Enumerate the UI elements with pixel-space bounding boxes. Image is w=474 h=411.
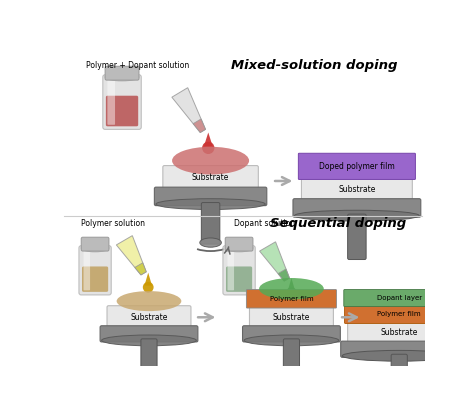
FancyBboxPatch shape: [301, 177, 412, 202]
FancyBboxPatch shape: [283, 339, 300, 373]
Text: Substrate: Substrate: [338, 185, 375, 194]
FancyBboxPatch shape: [293, 199, 421, 217]
Text: Doped polymer film: Doped polymer film: [319, 162, 395, 171]
FancyBboxPatch shape: [107, 306, 191, 329]
Polygon shape: [260, 242, 290, 281]
Ellipse shape: [117, 291, 182, 311]
Ellipse shape: [156, 199, 265, 210]
Ellipse shape: [101, 335, 196, 346]
FancyBboxPatch shape: [246, 290, 337, 308]
Ellipse shape: [294, 210, 419, 221]
Polygon shape: [145, 272, 152, 286]
Polygon shape: [204, 132, 212, 146]
FancyBboxPatch shape: [103, 75, 141, 129]
FancyBboxPatch shape: [249, 306, 333, 329]
Text: Mixed-solution doping: Mixed-solution doping: [231, 59, 398, 72]
FancyBboxPatch shape: [347, 214, 366, 259]
FancyBboxPatch shape: [391, 354, 407, 399]
FancyBboxPatch shape: [105, 66, 139, 80]
FancyBboxPatch shape: [225, 237, 253, 251]
Ellipse shape: [244, 335, 339, 346]
FancyBboxPatch shape: [141, 339, 157, 373]
Ellipse shape: [139, 367, 159, 376]
Ellipse shape: [81, 244, 109, 252]
FancyBboxPatch shape: [223, 246, 255, 295]
FancyBboxPatch shape: [100, 326, 198, 342]
Polygon shape: [172, 88, 206, 132]
Text: Substrate: Substrate: [192, 173, 229, 182]
FancyBboxPatch shape: [81, 237, 109, 251]
FancyBboxPatch shape: [201, 203, 220, 244]
Text: Polymer film: Polymer film: [270, 296, 313, 302]
FancyBboxPatch shape: [341, 341, 458, 357]
Text: Sequential doping: Sequential doping: [270, 217, 406, 230]
Text: Substrate: Substrate: [130, 313, 168, 322]
Polygon shape: [116, 236, 146, 275]
Ellipse shape: [143, 282, 154, 293]
FancyBboxPatch shape: [163, 166, 258, 190]
Text: Polymer film: Polymer film: [377, 311, 421, 317]
FancyBboxPatch shape: [345, 305, 454, 323]
FancyBboxPatch shape: [344, 290, 455, 307]
FancyBboxPatch shape: [226, 266, 252, 292]
FancyBboxPatch shape: [347, 321, 451, 344]
FancyBboxPatch shape: [155, 187, 267, 206]
Ellipse shape: [202, 142, 214, 154]
FancyBboxPatch shape: [228, 250, 234, 290]
Text: Substrate: Substrate: [273, 313, 310, 322]
Text: Polymer + Dopant solution: Polymer + Dopant solution: [86, 61, 189, 70]
FancyBboxPatch shape: [243, 326, 340, 342]
Ellipse shape: [105, 73, 139, 81]
Ellipse shape: [225, 244, 253, 252]
FancyBboxPatch shape: [298, 153, 415, 180]
FancyBboxPatch shape: [108, 79, 115, 125]
Ellipse shape: [259, 278, 324, 300]
Text: Polymer solution: Polymer solution: [81, 219, 145, 228]
Polygon shape: [288, 278, 295, 291]
Ellipse shape: [286, 287, 297, 298]
FancyBboxPatch shape: [106, 96, 138, 126]
Text: Substrate: Substrate: [381, 328, 418, 337]
Ellipse shape: [282, 367, 301, 376]
FancyBboxPatch shape: [83, 250, 90, 290]
Polygon shape: [278, 269, 290, 281]
FancyBboxPatch shape: [82, 266, 108, 292]
FancyBboxPatch shape: [79, 246, 111, 295]
Ellipse shape: [342, 351, 456, 361]
Text: Dopant solution: Dopant solution: [234, 219, 295, 228]
Ellipse shape: [200, 238, 221, 247]
Ellipse shape: [172, 147, 249, 175]
Polygon shape: [135, 263, 146, 275]
Text: Dopant layer: Dopant layer: [377, 295, 422, 301]
Polygon shape: [193, 119, 206, 132]
